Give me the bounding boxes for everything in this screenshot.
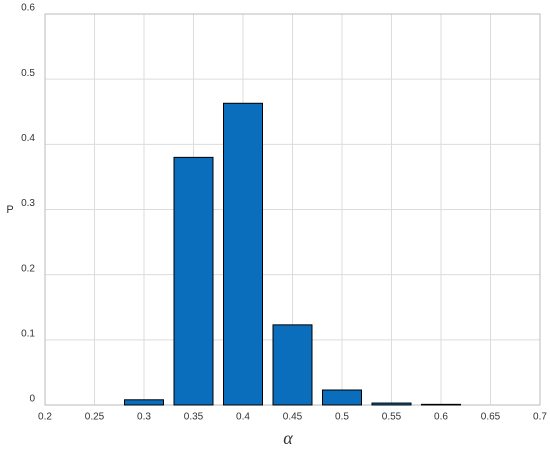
x-tick-label: 0.65 [481,412,501,423]
y-tick-label: 0.5 [21,68,35,79]
bar [124,399,164,406]
x-tick-label: 0.4 [236,412,250,423]
x-tick-label: 0.5 [335,412,349,423]
y-tick-label: 0 [29,394,35,405]
x-tick-label: 0.45 [283,412,303,423]
y-tick-label: 0.1 [21,328,35,339]
bar [223,102,263,406]
y-tick-label: 0.3 [21,198,35,209]
y-tick-label: 0.2 [21,263,35,274]
x-axis-label: α [283,428,293,448]
x-tick-label: 0.35 [184,412,204,423]
bar [272,324,313,406]
y-tick-label: 0.6 [21,3,35,14]
x-tick-label: 0.6 [434,412,448,423]
bar [322,389,362,406]
y-tick-label: 0.4 [21,133,35,144]
bar [421,403,461,406]
bar [173,156,214,406]
x-tick-label: 0.55 [382,412,402,423]
bar [371,402,412,406]
x-tick-label: 0.3 [137,412,151,423]
x-tick-label: 0.25 [85,412,105,423]
x-tick-label: 0.7 [533,412,547,423]
x-tick-label: 0.2 [38,412,52,423]
y-axis-label: P [6,204,13,216]
